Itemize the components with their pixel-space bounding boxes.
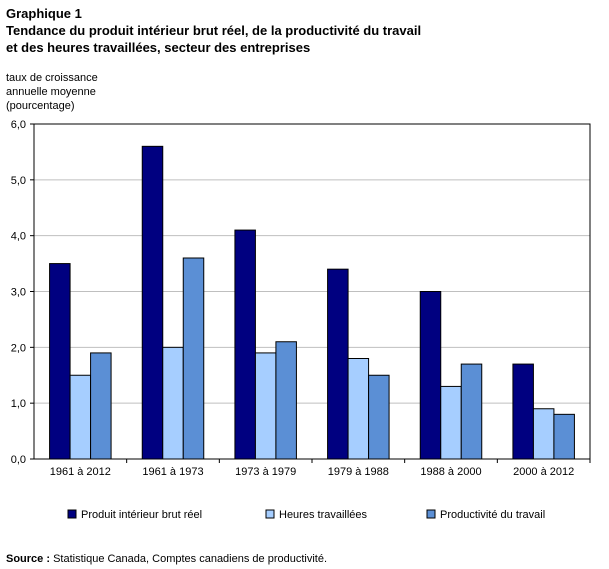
bar <box>141 145 164 460</box>
x-tick-label: 1973 à 1979 <box>235 466 296 478</box>
bar <box>532 408 555 460</box>
bar <box>419 291 442 460</box>
legend-swatch <box>67 509 77 519</box>
legend-swatch <box>265 509 275 519</box>
bar <box>368 374 390 460</box>
legend-label: Produit intérieur brut réel <box>81 509 202 521</box>
title-block: Graphique 1 Tendance du produit intérieu… <box>6 5 606 56</box>
bar <box>69 374 92 460</box>
x-tick-label: 1961 à 1973 <box>142 466 203 478</box>
legend-label: Heures travaillées <box>279 509 368 521</box>
bar <box>440 385 462 460</box>
y-tick-label: 2,0 <box>11 342 26 354</box>
legend-label: Productivité du travail <box>440 509 545 521</box>
y-tick-label: 6,0 <box>11 119 26 131</box>
legend-swatch <box>426 509 436 519</box>
x-tick-label: 1988 à 2000 <box>420 466 481 478</box>
bar <box>512 363 534 460</box>
chart-label: Graphique 1 <box>6 6 82 21</box>
bar <box>347 358 370 460</box>
bar <box>90 352 112 460</box>
y-axis-label: taux de croissance annuelle moyenne (pou… <box>6 72 98 112</box>
y-tick-label: 0,0 <box>11 454 26 466</box>
source-note: Source : Statistique Canada, Comptes can… <box>6 553 327 565</box>
x-tick-label: 2000 à 2012 <box>513 466 574 478</box>
y-tick-label: 4,0 <box>11 231 26 243</box>
bar <box>162 346 184 460</box>
y-tick-label: 5,0 <box>11 175 26 187</box>
bar <box>553 413 575 460</box>
bar <box>49 263 71 460</box>
x-tick-label: 1961 à 2012 <box>50 466 111 478</box>
source-label: Source : <box>6 553 51 565</box>
bar <box>254 352 277 460</box>
chart-title: Tendance du produit intérieur brut réel,… <box>6 23 422 55</box>
source-text: Statistique Canada, Comptes canadiens de… <box>50 553 328 565</box>
bar <box>275 341 297 460</box>
x-tick-label: 1979 à 1988 <box>328 466 389 478</box>
bar <box>460 363 483 460</box>
bar <box>182 257 205 460</box>
bar <box>327 268 349 460</box>
y-tick-label: 1,0 <box>11 398 26 410</box>
bar <box>234 229 256 460</box>
y-tick-label: 3,0 <box>11 287 26 299</box>
